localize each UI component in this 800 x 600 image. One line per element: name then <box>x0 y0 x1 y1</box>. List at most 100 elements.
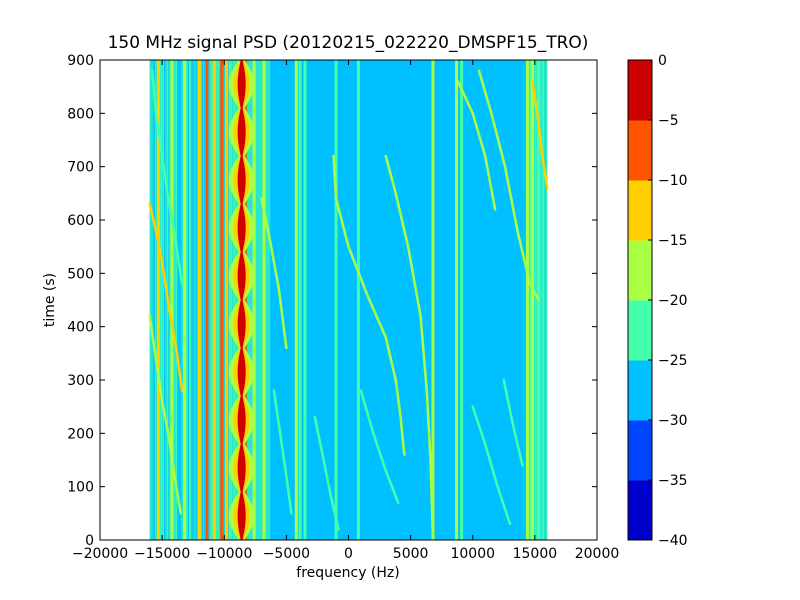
colorbar: −40 −35 −30 −25 −20 −15 −10 −5 0 <box>627 53 688 549</box>
noise-stripe <box>176 60 178 540</box>
y-tick-label: 300 <box>67 373 94 389</box>
vertical-line <box>197 60 201 540</box>
noise-stripe <box>543 60 545 540</box>
noise-stripe <box>177 60 179 540</box>
noise-stripe <box>224 60 226 540</box>
noise-stripe <box>211 60 213 540</box>
noise-stripe <box>187 60 189 540</box>
colorbar-swatch <box>628 300 652 361</box>
doppler-track <box>148 202 184 392</box>
x-tick-label: −5000 <box>263 546 310 562</box>
vertical-line <box>356 60 360 540</box>
noise-stripe <box>544 60 546 540</box>
x-tick-label: 20000 <box>575 546 620 562</box>
y-tick-label: 200 <box>67 426 94 442</box>
doppler-track <box>471 405 512 526</box>
noise-stripe <box>169 60 171 540</box>
noise-stripe <box>154 60 156 540</box>
vertical-line <box>212 60 216 540</box>
noise-stripe <box>193 60 195 540</box>
y-tick-label: 800 <box>67 106 94 122</box>
doppler-track <box>332 154 406 456</box>
vertical-line <box>334 60 338 540</box>
vertical-line <box>530 60 534 540</box>
colorbar-swatch <box>628 180 652 241</box>
noise-stripe <box>219 60 221 540</box>
x-tick-label: 0 <box>344 546 353 562</box>
vertical-line <box>262 60 266 540</box>
y-axis-label: time (s) <box>42 273 58 327</box>
chart-title: 150 MHz signal PSD (20120215_022220_DMSP… <box>108 33 589 53</box>
noise-stripe <box>524 60 526 540</box>
y-tick-label: 0 <box>85 533 94 549</box>
vertical-line <box>220 60 224 540</box>
noise-stripe <box>523 60 525 540</box>
noise-stripe <box>160 60 162 540</box>
noise-stripe <box>524 60 526 540</box>
colorbar-tick-label: 0 <box>658 53 667 69</box>
vertical-line <box>298 60 302 540</box>
x-tick-label: −15000 <box>134 546 190 562</box>
noise-stripe <box>195 60 197 540</box>
noise-stripe <box>533 60 535 540</box>
colorbar-tick-label: −15 <box>658 233 688 249</box>
colorbar-tick-label: −20 <box>658 293 688 309</box>
doppler-track <box>150 69 184 286</box>
x-tick-label: 5000 <box>393 546 429 562</box>
carrier-core <box>237 60 246 540</box>
colorbar-swatch <box>628 60 652 121</box>
vertical-line <box>252 60 256 540</box>
y-tick-label: 900 <box>67 53 94 69</box>
noise-stripe <box>150 60 152 540</box>
noise-stripe <box>164 60 166 540</box>
noise-stripe <box>177 60 179 540</box>
noise-stripe <box>154 60 156 540</box>
noise-stripe <box>190 60 192 540</box>
colorbar-tick-label: −40 <box>658 533 688 549</box>
noise-stripe <box>229 60 231 540</box>
noise-stripe <box>542 60 544 540</box>
colorbar-swatch <box>628 480 652 541</box>
vertical-line <box>525 60 529 540</box>
colorbar-tick-label: −25 <box>658 353 688 369</box>
noise-stripe <box>173 60 175 540</box>
noise-stripe <box>541 60 543 540</box>
noise-stripe <box>165 60 167 540</box>
noise-stripe <box>522 60 524 540</box>
noise-stripe <box>208 60 210 540</box>
x-tick-label: 15000 <box>513 546 558 562</box>
vertical-line <box>243 60 247 540</box>
noise-stripe <box>228 60 230 540</box>
noise-stripe <box>218 60 220 540</box>
noise-stripe <box>203 60 205 540</box>
vertical-line <box>170 60 174 540</box>
heatmap <box>148 60 549 540</box>
noise-stripe <box>223 60 225 540</box>
x-axis-label: frequency (Hz) <box>296 565 399 581</box>
vertical-line <box>225 60 229 540</box>
y-axis: 0 100 200 300 400 500 600 700 800 900 <box>67 53 597 549</box>
vertical-line <box>303 60 307 540</box>
noise-stripe <box>189 60 191 540</box>
noise-stripe <box>152 60 154 540</box>
noise-stripe <box>196 60 198 540</box>
colorbar-swatch <box>628 420 652 481</box>
doppler-track <box>384 154 435 540</box>
x-tick-label: 10000 <box>450 546 495 562</box>
x-tick-label: −20000 <box>72 546 128 562</box>
noise-stripe <box>191 60 193 540</box>
doppler-track <box>272 389 293 515</box>
noise-stripe <box>231 60 233 540</box>
doppler-track <box>456 80 497 211</box>
doppler-track <box>260 197 288 350</box>
noise-stripe <box>535 60 537 540</box>
vertical-line <box>460 60 464 540</box>
x-tick-label: −10000 <box>196 546 252 562</box>
colorbar-swatch <box>628 120 652 181</box>
noise-stripe <box>223 60 225 540</box>
colorbar-swatch <box>628 360 652 421</box>
noise-stripe <box>209 60 211 540</box>
noise-stripe <box>200 60 202 540</box>
vertical-line <box>294 60 298 540</box>
